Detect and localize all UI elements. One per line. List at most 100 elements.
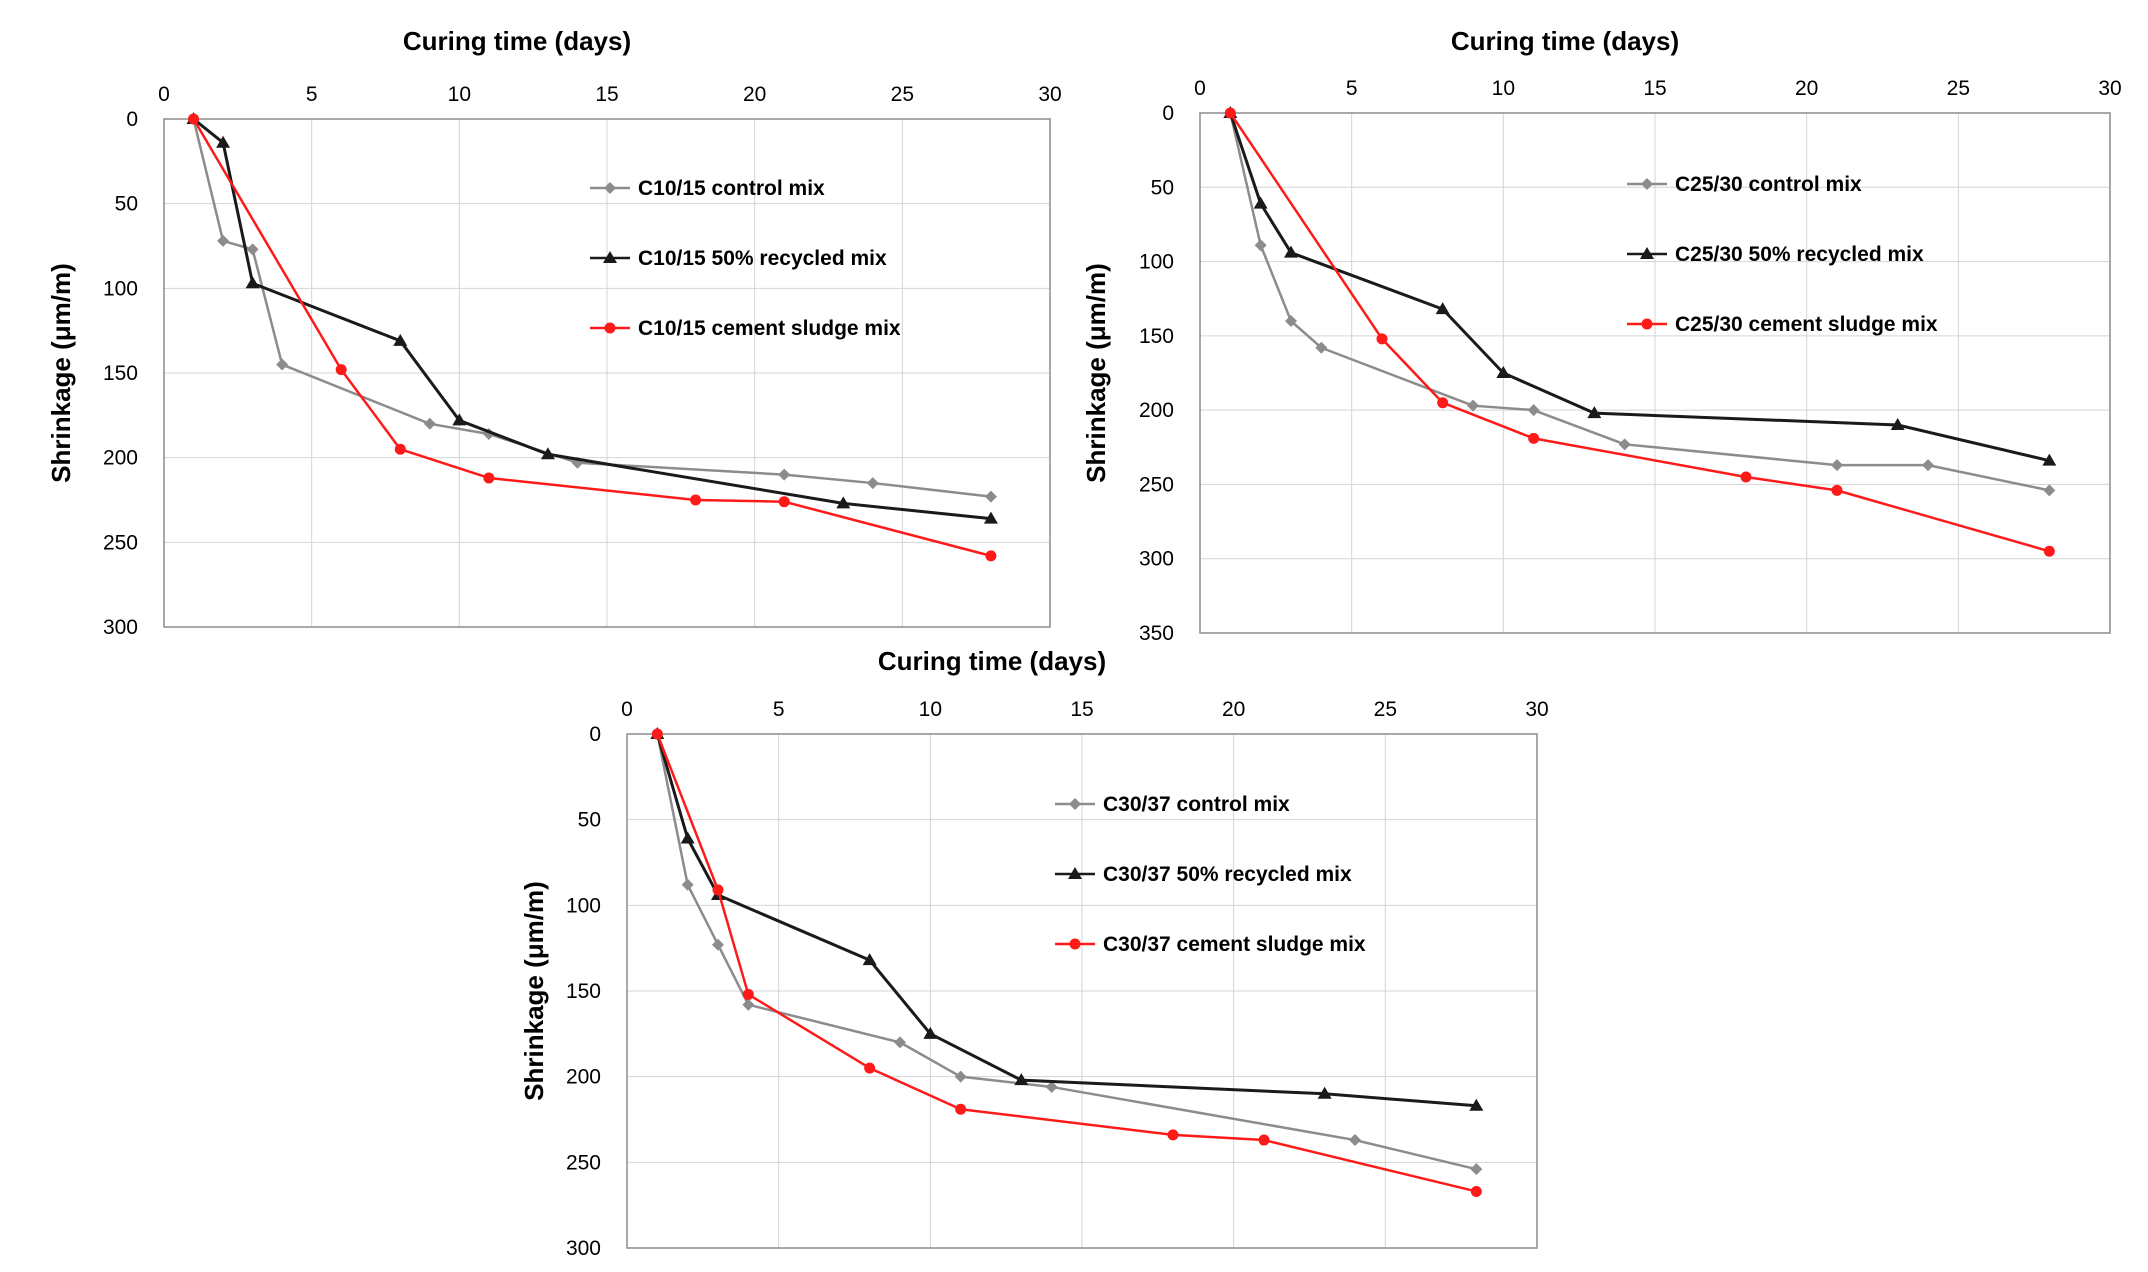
data-point <box>866 477 879 490</box>
legend-label: C10/15 50% recycled mix <box>638 247 887 270</box>
x-tick-label: 30 <box>1038 83 1061 106</box>
data-point <box>1437 397 1449 409</box>
x-tick-label: 5 <box>1346 77 1358 100</box>
data-point <box>335 364 347 376</box>
series-line <box>1229 112 2050 492</box>
data-point <box>1587 406 1602 419</box>
series-control <box>1224 107 2056 497</box>
legend-marker <box>1069 938 1081 950</box>
data-point <box>1527 404 1540 417</box>
data-point <box>452 413 467 426</box>
x-tick-label: 0 <box>621 698 633 721</box>
y-tick-label: 0 <box>589 723 601 746</box>
legend-marker <box>603 251 617 263</box>
data-point <box>983 511 998 524</box>
data-point <box>836 496 851 509</box>
data-point <box>1528 432 1540 444</box>
data-point <box>1470 1163 1483 1176</box>
data-point <box>1315 341 1328 354</box>
x-tick-label: 20 <box>1222 698 1245 721</box>
y-tick-label: 150 <box>566 980 601 1003</box>
data-point <box>1435 302 1450 315</box>
data-point <box>394 443 406 455</box>
data-point <box>2043 484 2056 497</box>
y-tick-label: 50 <box>1151 176 1174 199</box>
y-tick-label: 100 <box>566 894 601 917</box>
y-tick-label: 200 <box>1139 399 1174 422</box>
y-tick-label: 300 <box>566 1237 601 1260</box>
legend-entry-control: C30/37 control mix <box>1055 793 1290 816</box>
data-point <box>862 953 877 966</box>
series-line <box>655 733 1477 1108</box>
legend-marker <box>604 182 616 194</box>
legend-label: C25/30 50% recycled mix <box>1675 243 1924 266</box>
legend-entry-recycled: C30/37 50% recycled mix <box>1055 863 1352 886</box>
data-point <box>1317 1086 1332 1099</box>
x-tick-label: 0 <box>158 83 170 106</box>
y-tick-label: 300 <box>103 616 138 639</box>
legend-marker <box>1068 867 1082 879</box>
x-tick-label: 15 <box>1070 698 1093 721</box>
plot-frame <box>163 118 1051 628</box>
data-point <box>1890 418 1905 430</box>
x-tick-label: 25 <box>1947 77 1970 100</box>
series-line <box>656 733 1477 1193</box>
x-tick-label: 30 <box>2098 77 2121 100</box>
x-tick-label: 20 <box>1795 77 1818 100</box>
data-point <box>1014 1073 1029 1086</box>
legend-entry-control: C25/30 control mix <box>1627 173 1862 196</box>
y-axis-title: Shrinkage (μm/m) <box>1081 263 1111 483</box>
data-point <box>1167 1129 1179 1141</box>
y-tick-label: 250 <box>566 1151 601 1174</box>
legend-entry-sludge: C10/15 cement sludge mix <box>590 317 901 340</box>
data-point <box>1285 315 1297 327</box>
data-point <box>245 276 260 289</box>
y-axis-title: Shrinkage (μm/m) <box>519 881 549 1101</box>
data-point <box>423 417 436 430</box>
data-point <box>680 831 695 844</box>
data-point <box>393 333 408 346</box>
legend-marker <box>1641 178 1653 190</box>
data-point <box>1831 484 1843 496</box>
data-point <box>2043 545 2055 557</box>
series-line <box>192 117 992 521</box>
data-point <box>984 490 997 503</box>
y-tick-label: 150 <box>103 362 138 385</box>
y-tick-label: 200 <box>103 447 138 470</box>
data-point <box>690 494 702 506</box>
data-point <box>1469 1098 1484 1111</box>
x-tick-label: 5 <box>306 83 318 106</box>
y-tick-label: 350 <box>1139 622 1174 645</box>
data-point <box>1224 107 1236 119</box>
plot-frame <box>626 733 1538 1249</box>
data-point <box>1254 239 1267 252</box>
legend-marker <box>1640 247 1654 259</box>
data-point <box>216 135 231 148</box>
data-point <box>1922 459 1934 472</box>
y-tick-label: 250 <box>1139 473 1174 496</box>
x-tick-label: 5 <box>773 698 785 721</box>
y-tick-label: 50 <box>578 809 601 832</box>
data-point <box>1045 1080 1058 1093</box>
legend-entry-recycled: C25/30 50% recycled mix <box>1627 243 1924 266</box>
x-axis-title: Curing time (days) <box>403 26 631 56</box>
y-tick-label: 200 <box>566 1066 601 1089</box>
chart-2: 0 5 10 15 20 25 30050100150200250300350Curing … <box>1081 26 2122 645</box>
legend-label: C30/37 cement sludge mix <box>1103 933 1366 956</box>
data-point <box>1496 366 1511 378</box>
data-point <box>1284 245 1298 258</box>
x-tick-label: 0 <box>1194 77 1206 100</box>
data-point <box>742 988 754 1000</box>
legend-entry-control: C10/15 control mix <box>590 177 825 200</box>
data-point <box>276 358 289 371</box>
data-point <box>483 472 495 484</box>
x-axis-title: Curing time (days) <box>878 646 1106 676</box>
x-tick-label: 30 <box>1525 698 1548 721</box>
data-point <box>540 447 555 460</box>
x-tick-label: 10 <box>919 698 942 721</box>
data-point <box>1470 1185 1482 1197</box>
data-point <box>1618 438 1631 451</box>
